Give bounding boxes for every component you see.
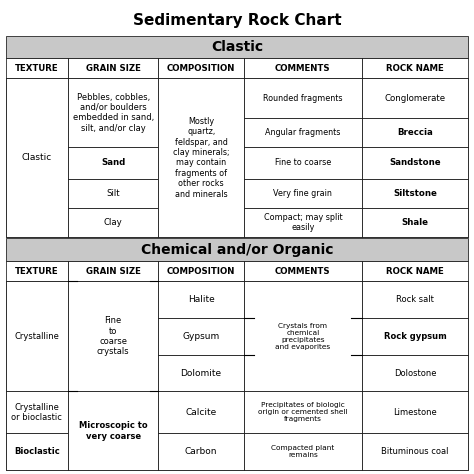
Text: Breccia: Breccia	[397, 128, 433, 137]
Bar	[6, 78, 68, 237]
Bar	[362, 261, 468, 281]
Bar	[68, 147, 158, 179]
Bar	[6, 238, 468, 261]
Text: Gypsum: Gypsum	[182, 332, 220, 341]
Bar	[68, 261, 158, 281]
Bar	[6, 433, 68, 470]
Text: Compacted plant
remains: Compacted plant remains	[271, 445, 335, 458]
Bar	[244, 281, 362, 392]
Bar	[6, 392, 68, 433]
Bar	[244, 392, 362, 433]
Bar	[6, 281, 468, 470]
Text: Siltstone: Siltstone	[393, 189, 437, 198]
Text: TEXTURE: TEXTURE	[15, 64, 59, 73]
Bar	[158, 318, 244, 355]
Text: Fine to coarse: Fine to coarse	[275, 158, 331, 167]
Text: ROCK NAME: ROCK NAME	[386, 64, 444, 73]
Bar	[6, 78, 468, 237]
Text: Crystalline: Crystalline	[15, 332, 59, 341]
Text: Clastic: Clastic	[211, 40, 263, 54]
Bar	[362, 433, 468, 470]
Text: Halite: Halite	[188, 295, 215, 304]
Bar	[68, 58, 158, 78]
Text: Carbon: Carbon	[185, 447, 218, 456]
Text: Sedimentary Rock Chart: Sedimentary Rock Chart	[133, 13, 341, 27]
Bar	[68, 281, 158, 392]
Bar	[244, 208, 362, 237]
Text: Angular fragments: Angular fragments	[265, 128, 341, 137]
Text: Shale: Shale	[401, 218, 428, 227]
Text: GRAIN SIZE: GRAIN SIZE	[86, 64, 141, 73]
Text: Compact; may split
easily: Compact; may split easily	[264, 213, 342, 232]
Text: Limestone: Limestone	[393, 408, 437, 417]
Text: Very fine grain: Very fine grain	[273, 189, 332, 198]
Bar	[6, 261, 68, 281]
Text: Sand: Sand	[101, 158, 126, 167]
Bar	[362, 318, 468, 355]
Text: ROCK NAME: ROCK NAME	[386, 267, 444, 275]
Bar	[158, 58, 244, 78]
Text: Bituminous coal: Bituminous coal	[382, 447, 449, 456]
Bar	[362, 392, 468, 433]
Bar	[244, 433, 362, 470]
Text: Calcite: Calcite	[185, 408, 217, 417]
Text: Bioclastic: Bioclastic	[14, 447, 60, 456]
Bar	[68, 179, 158, 208]
Bar	[244, 118, 362, 147]
Text: Clastic: Clastic	[22, 153, 52, 162]
Bar	[6, 281, 68, 392]
Text: Mostly
quartz,
feldspar, and
clay minerals;
may contain
fragments of
other rocks: Mostly quartz, feldspar, and clay minera…	[173, 117, 229, 199]
Bar	[158, 392, 244, 433]
Text: Silt: Silt	[107, 189, 120, 198]
Bar	[244, 147, 362, 179]
Bar	[158, 78, 244, 237]
Text: Rock gypsum: Rock gypsum	[384, 332, 447, 341]
Bar	[362, 281, 468, 318]
Bar	[362, 118, 468, 147]
Text: Dolomite: Dolomite	[181, 369, 222, 378]
Text: Conglomerate: Conglomerate	[384, 94, 446, 102]
Bar	[68, 78, 158, 147]
Bar	[158, 433, 244, 470]
Text: Dolostone: Dolostone	[394, 369, 437, 378]
Bar	[244, 179, 362, 208]
Text: COMPOSITION: COMPOSITION	[167, 64, 235, 73]
Bar	[244, 78, 362, 118]
Text: Crystals from
chemical
precipitates
and evaporites: Crystals from chemical precipitates and …	[275, 323, 330, 350]
Text: Pebbles, cobbles,
and/or boulders
embedded in sand,
silt, and/or clay: Pebbles, cobbles, and/or boulders embedd…	[73, 92, 154, 133]
Text: Clay: Clay	[104, 218, 123, 227]
Bar	[362, 58, 468, 78]
Bar	[68, 392, 158, 470]
Text: Fine
to
coarse
crystals: Fine to coarse crystals	[97, 316, 129, 356]
Text: COMMENTS: COMMENTS	[275, 267, 331, 275]
Text: Crystalline
or bioclastic: Crystalline or bioclastic	[11, 403, 63, 422]
Text: COMMENTS: COMMENTS	[275, 64, 331, 73]
Text: Sandstone: Sandstone	[389, 158, 441, 167]
Text: Microscopic to
very coarse: Microscopic to very coarse	[79, 421, 147, 440]
Bar	[6, 36, 468, 58]
Text: Rounded fragments: Rounded fragments	[263, 94, 343, 102]
Bar	[244, 261, 362, 281]
Bar	[362, 208, 468, 237]
Bar	[158, 261, 244, 281]
Bar	[6, 58, 68, 78]
Text: Chemical and/or Organic: Chemical and/or Organic	[141, 243, 333, 257]
Text: Rock salt: Rock salt	[396, 295, 434, 304]
Bar	[158, 281, 244, 318]
Bar	[244, 58, 362, 78]
Text: Precipitates of biologic
origin or cemented shell
fragments: Precipitates of biologic origin or cemen…	[258, 402, 348, 422]
Bar	[362, 147, 468, 179]
Text: COMPOSITION: COMPOSITION	[167, 267, 235, 275]
Text: TEXTURE: TEXTURE	[15, 267, 59, 275]
Bar	[362, 355, 468, 392]
Bar	[158, 355, 244, 392]
Text: GRAIN SIZE: GRAIN SIZE	[86, 267, 141, 275]
Bar	[362, 78, 468, 118]
Bar	[362, 179, 468, 208]
Bar	[68, 208, 158, 237]
